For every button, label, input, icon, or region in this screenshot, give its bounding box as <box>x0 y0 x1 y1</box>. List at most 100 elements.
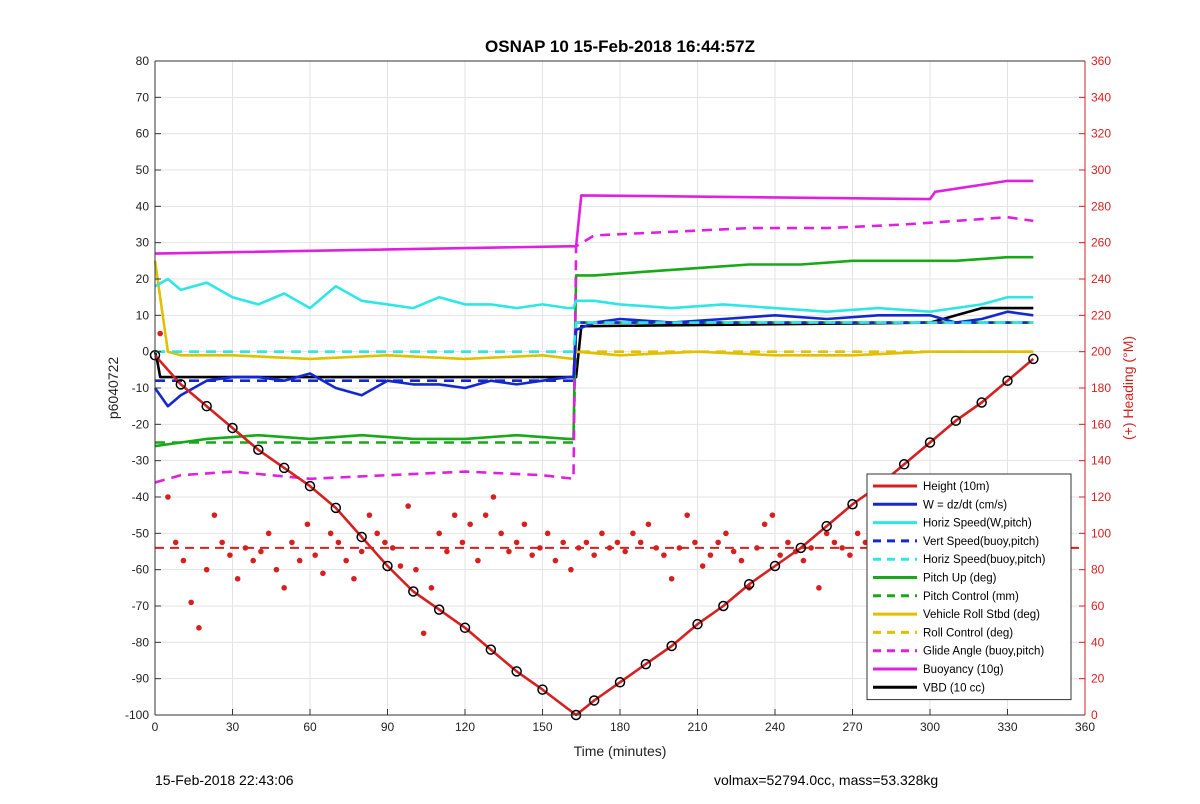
height-marker <box>743 578 755 590</box>
legend-entry: Horiz Speed(buoy,pitch) <box>923 554 1046 566</box>
heading-point <box>467 521 473 528</box>
heading-point <box>397 563 404 569</box>
x-tick-label: 60 <box>303 720 317 734</box>
series-line-3 <box>155 321 1034 383</box>
height-marker <box>511 666 522 677</box>
heading-point <box>692 539 698 546</box>
heading-point <box>459 539 466 546</box>
y-right-tick-label: 180 <box>1091 381 1111 395</box>
heading-point <box>738 557 745 564</box>
y-tick-label: 20 <box>136 272 150 286</box>
x-tick-label: 360 <box>1075 720 1095 734</box>
heading-point <box>637 539 644 546</box>
y-right-tick-label: 160 <box>1091 417 1111 431</box>
heading-point <box>575 545 582 551</box>
heading-point <box>661 552 667 558</box>
series-line-4 <box>155 321 1034 354</box>
height-marker <box>1002 375 1013 386</box>
height-marker <box>1028 353 1039 365</box>
legend: Height (10m) W = dz/dt (cm/s) Horiz Speed(… <box>866 473 1072 701</box>
y-tick-label: -90 <box>132 672 150 686</box>
heading-point <box>227 552 233 558</box>
y-right-tick-label: 100 <box>1091 526 1111 540</box>
heading-point <box>180 557 187 564</box>
heading-point <box>265 530 272 537</box>
height-marker <box>278 462 290 474</box>
heading-point <box>273 566 280 573</box>
heading-point <box>847 552 853 558</box>
x-tick-label: 150 <box>532 720 552 734</box>
height-marker <box>769 560 781 572</box>
series-line-9 <box>154 215 1034 484</box>
heading-point <box>258 548 264 555</box>
height-marker <box>356 531 367 543</box>
y-tick-label: -100 <box>125 708 149 722</box>
height-marker <box>666 640 677 652</box>
heading-point <box>335 539 342 546</box>
heading-point <box>831 539 838 546</box>
x-axis-label: Time (minutes) <box>574 743 667 759</box>
heading-point <box>327 530 334 537</box>
x-tick-label: 0 <box>152 720 159 734</box>
heading-point <box>699 563 706 569</box>
heading-point <box>436 530 442 537</box>
y-right-tick-label: 340 <box>1091 90 1111 104</box>
heading-point <box>723 530 729 537</box>
heading-point <box>382 539 388 546</box>
y-right-tick-label: 220 <box>1091 308 1111 322</box>
heading-point <box>800 557 807 564</box>
heading-point <box>816 585 822 591</box>
heading-point <box>506 548 512 555</box>
heading-point <box>320 570 326 577</box>
y-axis-label: p6040722 <box>105 357 121 420</box>
heading-point <box>599 530 605 537</box>
heading-point <box>289 539 295 546</box>
heading-point <box>537 545 543 551</box>
heading-point <box>754 545 760 551</box>
height-marker <box>898 459 910 470</box>
y-tick-label: -50 <box>132 526 150 540</box>
footer-timestamp: 15-Feb-2018 22:43:06 <box>155 772 294 788</box>
heading-point <box>521 521 528 528</box>
y-tick-label: -60 <box>132 563 150 577</box>
y-tick-label: 60 <box>136 127 150 141</box>
legend-entry: Buoyancy (10g) <box>923 664 1004 676</box>
y-right-tick-label: 240 <box>1091 272 1111 286</box>
series-line-1 <box>153 310 1034 408</box>
height-marker <box>614 677 626 688</box>
heading-point <box>312 552 318 558</box>
heading-point <box>777 552 783 558</box>
heading-point <box>808 545 814 551</box>
legend-entry: VBD (10 cc) <box>923 682 985 694</box>
height-marker <box>847 499 858 510</box>
y-right-tick-label: 360 <box>1091 54 1111 68</box>
heading-point <box>769 512 776 518</box>
heading-point <box>157 330 163 337</box>
series-line-2 <box>154 277 1034 314</box>
legend-entry: Horiz Speed(W,pitch) <box>923 518 1032 530</box>
heading-point <box>219 539 225 546</box>
heading-point <box>715 539 721 546</box>
heading-point <box>544 530 551 537</box>
height-marker <box>588 695 600 706</box>
y-tick-label: 40 <box>136 199 150 213</box>
y-right-tick-label: 140 <box>1091 454 1111 468</box>
heading-point <box>676 545 683 551</box>
series-line-11 <box>153 306 1034 379</box>
heading-point <box>854 530 861 537</box>
height-marker <box>304 480 316 492</box>
heading-point <box>172 539 179 546</box>
y-tick-label: -10 <box>132 381 150 395</box>
heading-point <box>668 575 675 582</box>
heading-point <box>591 552 597 558</box>
heading-point <box>839 545 845 551</box>
y-right-tick-label: 320 <box>1091 127 1111 141</box>
y-tick-label: 0 <box>142 345 149 359</box>
height-marker <box>821 520 832 532</box>
heading-point <box>165 494 171 500</box>
heading-point <box>428 585 435 591</box>
heading-point <box>188 599 194 606</box>
x-tick-label: 210 <box>687 720 707 734</box>
x-tick-label: 330 <box>997 720 1017 734</box>
axes-frame <box>154 60 1086 716</box>
